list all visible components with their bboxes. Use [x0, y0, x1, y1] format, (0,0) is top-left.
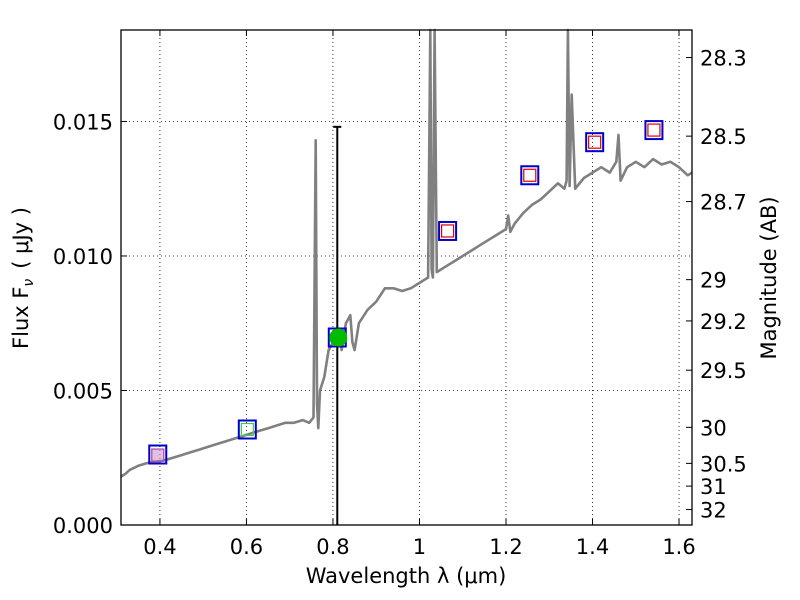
y-tick-label: 0.010	[53, 245, 113, 269]
x-tick-label: 0.6	[230, 535, 263, 559]
y2-tick-label: 28.3	[700, 46, 747, 70]
y2-tick-label: 29	[700, 269, 727, 293]
y-axis-label-unit: ( μJy )	[9, 207, 33, 269]
observed-photometry-box	[588, 135, 602, 149]
x-tick-label: 1.2	[489, 535, 522, 559]
x-axis-label: Wavelength λ (μm)	[306, 564, 507, 588]
plot-frame	[120, 29, 693, 526]
y-tick-label: 0.015	[53, 110, 113, 134]
observed-photometry-box	[440, 224, 455, 238]
observed-photometry-box	[523, 168, 537, 182]
model-photometry-box	[585, 132, 605, 153]
x-tick-label: 0.8	[316, 535, 349, 559]
y2-tick-label: 32	[700, 499, 727, 523]
model-photometry-box	[438, 220, 458, 241]
spectrum-line	[120, 28, 693, 478]
photometry-layer	[148, 120, 664, 525]
y-tick-label: 0.000	[53, 514, 113, 538]
y-axis-label-main: Flux F	[9, 287, 33, 349]
model-photometry-box	[644, 120, 664, 141]
y2-tick-label: 30	[700, 416, 727, 440]
x-tick-label: 1	[413, 535, 426, 559]
spectrum-layer	[120, 28, 693, 478]
y2-tick-label: 29.2	[700, 310, 747, 334]
detection-point	[329, 328, 348, 347]
y-axis-label-subscript: ν	[21, 279, 37, 287]
observed-photometry-box	[240, 422, 254, 437]
y2-tick-label: 28.7	[700, 191, 747, 215]
model-photometry-box	[148, 444, 168, 465]
y2-tick-label: 31	[700, 475, 727, 499]
y2-axis-label: Magnitude (AB)	[757, 196, 781, 359]
y-axis-label: Flux Fν ( μJy )	[9, 207, 37, 349]
x-tick-label: 1.6	[662, 535, 695, 559]
y2-tick-label: 30.5	[700, 452, 747, 476]
model-photometry-box	[520, 165, 540, 186]
grid-lines	[121, 30, 692, 526]
observed-photometry-box	[647, 123, 661, 137]
ticks: 0.4 0.6 0.8 1 1.2 1.4 1.6 0.000 0.005 0.010 0.015 2…	[53, 30, 747, 559]
x-tick-label: 0.4	[143, 535, 176, 559]
y2-tick-label: 29.5	[700, 359, 747, 383]
observed-photometry-box	[151, 448, 165, 462]
y-tick-label: 0.005	[53, 379, 113, 403]
x-tick-label: 1.4	[576, 535, 609, 559]
y2-tick-label: 28.5	[700, 125, 747, 149]
model-photometry-box	[237, 419, 257, 440]
